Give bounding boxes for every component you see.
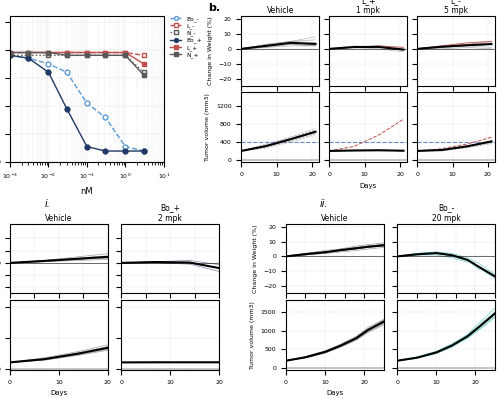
Y-axis label: Tumor volume (mm3): Tumor volume (mm3)	[250, 301, 255, 369]
Title: L_+
1 mpk: L_+ 1 mpk	[356, 0, 380, 15]
Title: Bo_-
20 mpk: Bo_- 20 mpk	[432, 204, 460, 223]
Title: Bo_+
2 mpk: Bo_+ 2 mpk	[158, 204, 182, 223]
Y-axis label: Change in Weight (%): Change in Weight (%)	[252, 224, 258, 293]
Title: Vehicle: Vehicle	[45, 214, 72, 223]
Y-axis label: Tumor volume (mm3): Tumor volume (mm3)	[206, 93, 210, 161]
Title: L_-
5 mpk: L_- 5 mpk	[444, 0, 468, 15]
Text: ii.: ii.	[320, 199, 329, 209]
X-axis label: Days: Days	[360, 183, 376, 189]
Text: i.: i.	[44, 199, 50, 209]
X-axis label: nM: nM	[80, 187, 93, 196]
Y-axis label: Change in Weight (%): Change in Weight (%)	[208, 17, 213, 85]
Title: Vehicle: Vehicle	[321, 214, 348, 223]
Text: b.: b.	[208, 3, 220, 13]
X-axis label: Days: Days	[326, 390, 344, 396]
X-axis label: Days: Days	[50, 390, 68, 396]
Legend: Bo_-, L_-, N_-, Bo_+, L_+, N_+: Bo_-, L_-, N_-, Bo_+, L_+, N_+	[170, 16, 202, 58]
Title: Vehicle: Vehicle	[266, 6, 294, 15]
